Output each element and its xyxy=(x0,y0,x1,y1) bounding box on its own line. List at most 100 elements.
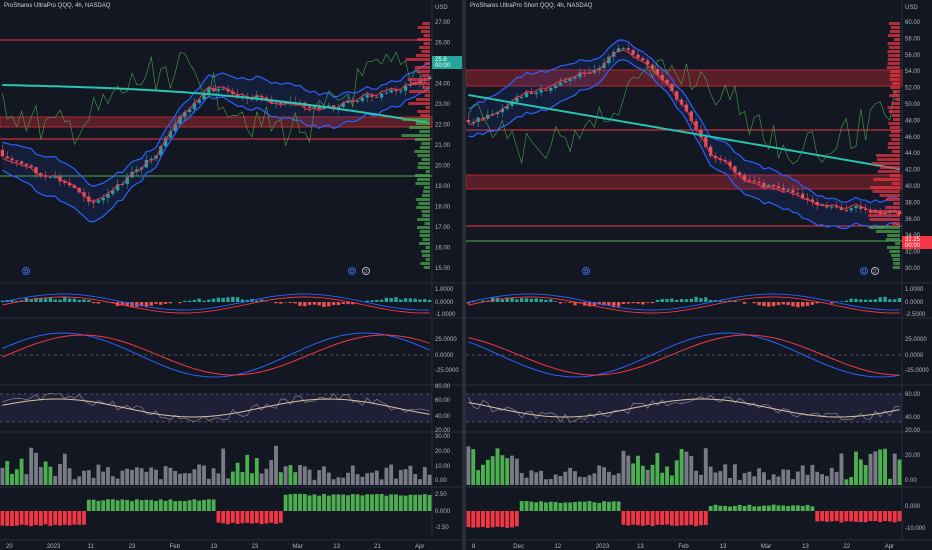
macd-histogram-bar xyxy=(650,302,655,304)
candle-body xyxy=(578,72,582,78)
candle-body xyxy=(834,206,839,208)
indicator-bar xyxy=(558,476,563,485)
panel-divider[interactable] xyxy=(462,0,466,550)
oscillator-fast xyxy=(468,332,900,378)
rsi-tick-label: 20.00 xyxy=(905,428,921,434)
rsi-tick-label: 80.00 xyxy=(435,384,451,390)
momentum-bar xyxy=(384,495,389,511)
candle-body xyxy=(684,104,689,112)
volume-profile-bar xyxy=(886,198,900,201)
indicator-bar xyxy=(269,460,274,485)
momentum-bar xyxy=(5,511,10,527)
candle-body xyxy=(704,137,708,147)
candle-body xyxy=(39,173,43,176)
macd-histogram-bar xyxy=(427,299,432,302)
rsi-line xyxy=(468,394,900,423)
volume-profile-bar xyxy=(890,70,900,73)
indicator-bar xyxy=(86,470,91,485)
indicator-bar xyxy=(626,455,631,485)
macd-histogram-bar xyxy=(505,297,509,302)
volume-profile-bar xyxy=(421,210,430,213)
momentum-bar xyxy=(573,502,577,511)
candle-body xyxy=(15,160,19,162)
volume-profile-bar xyxy=(872,190,900,193)
time-tick-label: 11 xyxy=(88,544,95,550)
macd-histogram-bar xyxy=(471,301,475,302)
macd-histogram-bar xyxy=(351,302,355,305)
osc-tick-label: 0.0000 xyxy=(905,353,924,359)
candle-body xyxy=(738,172,742,176)
candle-body xyxy=(269,100,273,104)
momentum-bar xyxy=(77,511,82,525)
indicator-bar xyxy=(737,479,742,485)
candle-body xyxy=(370,94,374,97)
volume-profile-bar xyxy=(419,234,430,237)
momentum-bar xyxy=(374,494,379,511)
candle-body xyxy=(96,200,101,203)
momentum-bar xyxy=(820,511,825,522)
momentum-bar xyxy=(582,501,587,511)
chart-panel-sqqq[interactable]: USD 60.00 58.00 56.00 54.00 52.00 50.00 48.00 46… xyxy=(466,0,932,550)
indicator-bar xyxy=(115,478,120,485)
candle-body xyxy=(752,180,756,182)
candle-body xyxy=(226,88,230,92)
macd-histogram-bar xyxy=(481,300,485,302)
price-tick-label: 56.00 xyxy=(905,53,921,59)
candle-body xyxy=(389,89,393,93)
indicator-bar xyxy=(761,472,766,485)
sqqq-chart-canvas[interactable]: USD 60.00 58.00 56.00 54.00 52.00 50.00 48.00 46… xyxy=(466,0,932,550)
volume-profile-bar xyxy=(891,114,900,117)
macd-signal-line xyxy=(468,296,900,314)
volume-profile-bar xyxy=(888,54,900,57)
macd-histogram-bar xyxy=(207,299,211,302)
indicator-bar xyxy=(708,466,713,485)
momentum-bar xyxy=(144,499,149,511)
volume-profile-bar xyxy=(877,170,900,173)
momentum-tick-label: -10.000 xyxy=(905,526,926,532)
indicator-bar xyxy=(543,479,548,485)
volume-profile-bar xyxy=(880,166,900,169)
momentum-bar xyxy=(134,499,139,511)
macd-histogram-bar xyxy=(327,302,331,307)
momentum-bar xyxy=(655,511,660,525)
candle-body xyxy=(178,116,182,124)
volume-profile-bar xyxy=(419,46,430,49)
volume-profile-bar xyxy=(893,202,900,205)
macd-histogram-bar xyxy=(670,298,674,302)
volume-profile-bar xyxy=(408,102,430,105)
momentum-bar xyxy=(761,505,766,511)
last-price-countdown: 00:00 xyxy=(905,243,921,249)
candle-body xyxy=(255,95,259,100)
volume-profile-bar xyxy=(889,250,900,253)
price-tick-label: 22.00 xyxy=(435,123,451,129)
chart-panel-tqqq[interactable]: USD27.0026.0025.0024.0023.0022.0021.0020… xyxy=(0,0,462,550)
macd-histogram-bar xyxy=(655,300,660,302)
indicator-bar xyxy=(505,458,510,485)
indicator-bar xyxy=(805,474,810,485)
price-tick-label: 58.00 xyxy=(905,36,921,42)
candle-body xyxy=(365,94,369,98)
macd-line xyxy=(468,293,900,311)
time-tick-label: 23 xyxy=(129,544,136,550)
rsi-band xyxy=(466,394,902,422)
macd-histogram-bar xyxy=(43,298,48,302)
candle-body xyxy=(67,182,72,186)
momentum-bar xyxy=(674,511,679,526)
macd-histogram-bar xyxy=(675,299,679,302)
volume-profile-bar xyxy=(869,218,900,221)
indicator-bar xyxy=(742,473,747,485)
macd-histogram-bar xyxy=(830,302,834,304)
candle-body xyxy=(403,85,408,91)
macd-histogram-bar xyxy=(34,297,38,302)
indicator-bar xyxy=(14,469,19,485)
momentum-bar xyxy=(490,511,495,528)
momentum-bar xyxy=(250,511,254,524)
macd-histogram-bar xyxy=(183,300,187,302)
indicator-bar xyxy=(892,453,897,485)
indicator-bar xyxy=(370,472,374,485)
momentum-bar xyxy=(766,505,771,511)
momentum-bar xyxy=(558,502,563,511)
tqqq-chart-canvas[interactable]: USD27.0026.0025.0024.0023.0022.0021.0020… xyxy=(0,0,462,550)
momentum-bar xyxy=(19,511,24,525)
macd-histogram-bar xyxy=(346,302,350,305)
